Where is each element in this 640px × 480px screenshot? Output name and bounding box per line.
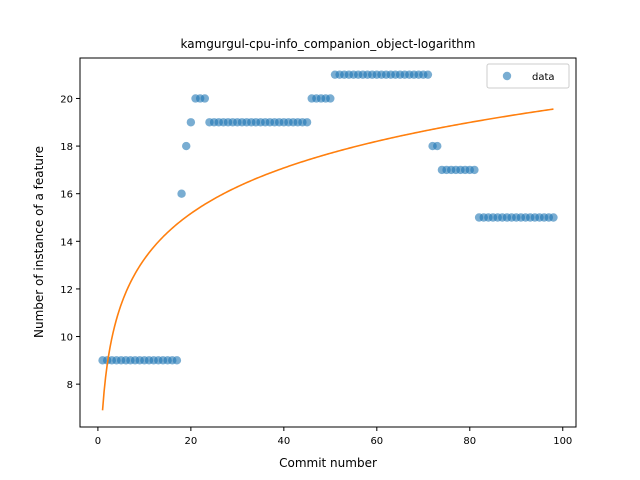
x-tick-label: 100 [553,436,572,447]
y-axis-label: Number of instance of a feature [32,146,46,338]
data-point [302,118,312,127]
y-tick-label: 18 [60,142,73,153]
data-point [470,165,479,175]
y-tick-label: 14 [60,237,73,248]
y-axis: 8 10 12 14 16 18 20 [60,94,80,391]
x-axis-label: Commit number [279,456,377,470]
y-tick-label: 8 [67,380,73,391]
legend-frame [486,63,570,89]
fit-line [101,108,554,411]
x-tick-label: 20 [185,436,198,447]
data-point [326,94,335,103]
data-point [182,141,191,151]
plot-area [98,70,558,411]
y-tick-label: 10 [60,333,73,344]
x-axis: 0 20 40 60 80 100 [95,427,572,447]
y-tick-label: 16 [60,190,73,201]
legend: data [486,63,570,89]
x-tick-label: 60 [370,436,383,447]
chart-title: kamgurgul-cpu-info_companion_object-loga… [181,37,476,51]
y-tick-label: 20 [60,94,73,105]
y-tick-label: 12 [60,285,73,296]
data-point [549,213,558,222]
data-point [172,356,182,365]
data-point [200,94,210,103]
x-tick-label: 40 [277,436,290,447]
x-tick-label: 0 [95,436,101,447]
data-point [186,118,196,127]
legend-marker-data [502,71,512,81]
x-tick-label: 80 [463,436,476,447]
legend-label-data: data [532,72,555,83]
axes-frame [79,57,577,428]
data-point [423,70,433,79]
data-point [433,141,442,151]
data-point [177,189,186,198]
